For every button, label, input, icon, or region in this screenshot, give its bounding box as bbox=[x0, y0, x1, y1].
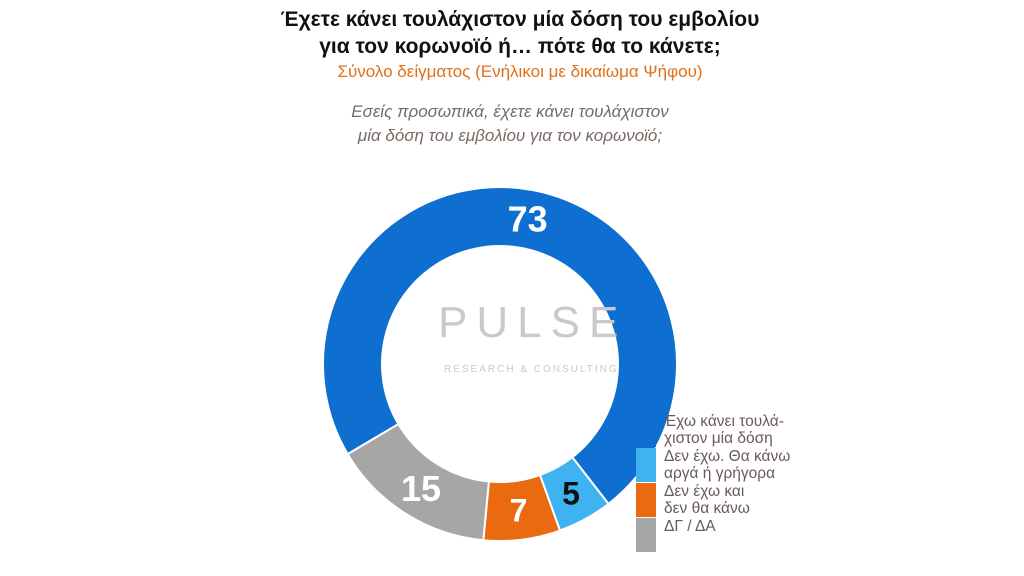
survey-question: Εσείς προσωπικά, έχετε κάνει τουλάχιστον… bbox=[290, 100, 730, 148]
legend-swatch bbox=[636, 483, 656, 517]
legend-item: Έχω κάνει τουλά- χιστον μία δόση bbox=[636, 413, 864, 447]
watermark-logo: PULSE bbox=[438, 298, 628, 347]
donut-slice bbox=[346, 422, 490, 542]
legend-label: Δεν έχω. Θα κάνω αργά ή γρήγορα bbox=[664, 448, 791, 482]
chart-legend: Έχω κάνει τουλά- χιστον μία δόση Δεν έχω… bbox=[636, 413, 864, 553]
legend-swatch bbox=[636, 518, 656, 552]
chart-subtitle: Σύνολο δείγματος (Ενήλικοι με δικαίωμα Ψ… bbox=[337, 62, 703, 81]
slice-value-label: 7 bbox=[510, 492, 528, 528]
legend-swatch bbox=[636, 448, 656, 482]
legend-swatch bbox=[636, 413, 656, 447]
slice-value-label: 5 bbox=[562, 475, 580, 511]
watermark-subtitle: RESEARCH & CONSULTING bbox=[444, 364, 619, 375]
question-line-1: Εσείς προσωπικά, έχετε κάνει τουλάχιστον bbox=[351, 102, 669, 121]
slice-value-label: 15 bbox=[401, 468, 441, 509]
legend-label: Έχω κάνει τουλά- χιστον μία δόση bbox=[664, 413, 784, 447]
legend-item: ΔΓ / ΔΑ bbox=[636, 518, 864, 552]
title-line-1: Έχετε κάνει τουλάχιστον μία δόση του εμβ… bbox=[280, 8, 760, 31]
legend-item: Δεν έχω. Θα κάνω αργά ή γρήγορα bbox=[636, 448, 864, 482]
chart-title: Έχετε κάνει τουλάχιστον μία δόση του εμβ… bbox=[220, 6, 820, 60]
legend-label: ΔΓ / ΔΑ bbox=[664, 518, 716, 535]
slice-value-label: 73 bbox=[508, 199, 548, 240]
legend-item: Δεν έχω και δεν θα κάνω bbox=[636, 483, 864, 517]
legend-label: Δεν έχω και δεν θα κάνω bbox=[664, 483, 750, 517]
question-line-2: μία δόση του εμβολίου για τον κορωνοϊό; bbox=[357, 126, 663, 145]
title-line-2: για τον κορωνοϊό ή… πότε θα το κάνετε; bbox=[319, 35, 721, 58]
